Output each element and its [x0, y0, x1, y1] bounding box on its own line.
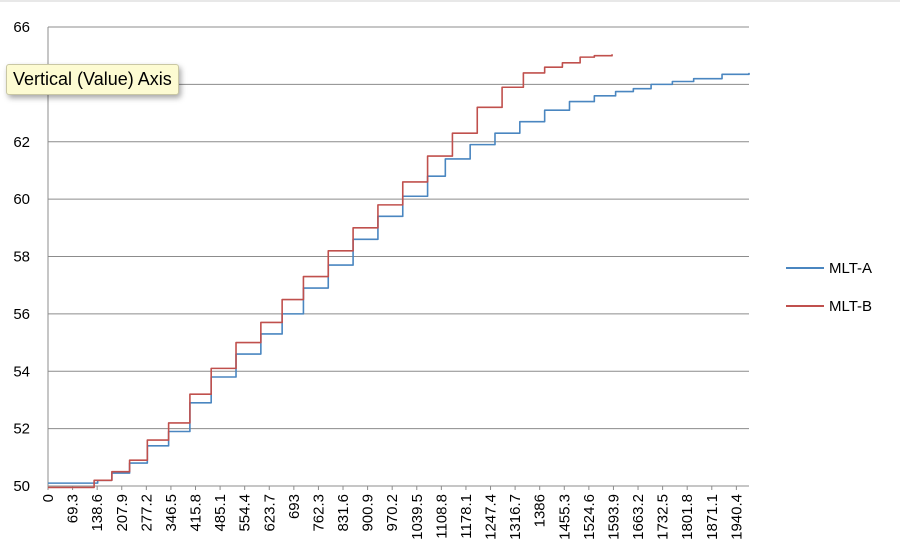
x-tick-label: 277.2 [138, 494, 155, 532]
y-tick-label: 62 [13, 134, 30, 151]
x-tick-label: 693 [286, 494, 303, 519]
x-tick-label: 1386 [532, 494, 549, 527]
x-tick-label: 1801.8 [679, 494, 696, 540]
x-tick-label: 831.6 [335, 494, 352, 532]
x-tick-label: 1108.8 [433, 494, 450, 539]
x-tick-label: 346.5 [163, 494, 180, 532]
x-tick-label: 415.8 [188, 494, 205, 532]
x-tick-label: 1316.7 [507, 494, 524, 540]
x-tick-label: 1039.5 [409, 494, 426, 540]
x-tick-label: 1732.5 [655, 494, 672, 540]
x-tick-label: 1455.3 [556, 494, 573, 540]
series-layer [48, 54, 750, 489]
x-tick-label: 970.2 [384, 494, 401, 532]
x-tick-label: 762.3 [310, 494, 327, 532]
y-tick-label: 66 [13, 19, 30, 36]
x-tick-label: 623.7 [261, 494, 278, 532]
y-tick-label: 56 [13, 306, 30, 323]
series-line-mlt-b [48, 54, 613, 489]
x-tick-label: 1663.2 [630, 494, 647, 540]
y-tick-label: 50 [13, 478, 30, 495]
x-tick-label: 1178.1 [458, 494, 475, 539]
x-axis-tick-labels: 0 69.3 138.6 207.9 277.2 346.5 415.8 485.1 554.4… [40, 486, 745, 540]
axes [47, 27, 749, 487]
x-tick-label: 207.9 [114, 494, 131, 532]
x-tick-label: 485.1 [212, 494, 229, 532]
y-tick-label: 60 [13, 191, 30, 208]
legend-label-mlt-a: MLT-A [829, 260, 872, 277]
x-tick-label: 1593.9 [605, 494, 622, 540]
x-tick-label: 1247.4 [483, 494, 500, 540]
x-tick-label: 1871.1 [704, 494, 721, 540]
y-tick-label: 52 [13, 421, 30, 438]
x-tick-label: 69.3 [65, 494, 82, 523]
x-tick-label: 1524.6 [581, 494, 598, 540]
gridlines [48, 26, 749, 487]
legend: MLT-A MLT-B [786, 260, 872, 315]
axis-tooltip: Vertical (Value) Axis [6, 64, 179, 95]
x-tick-label: 138.6 [89, 494, 106, 532]
x-tick-label: 1940.4 [728, 494, 745, 540]
y-tick-label: 58 [13, 249, 30, 266]
y-tick-label: 54 [13, 363, 30, 380]
x-tick-label: 0 [40, 494, 57, 502]
x-tick-label: 554.4 [237, 494, 254, 532]
legend-label-mlt-b: MLT-B [829, 298, 872, 315]
series-line-mlt-a [48, 72, 750, 484]
x-tick-label: 900.9 [360, 494, 377, 532]
